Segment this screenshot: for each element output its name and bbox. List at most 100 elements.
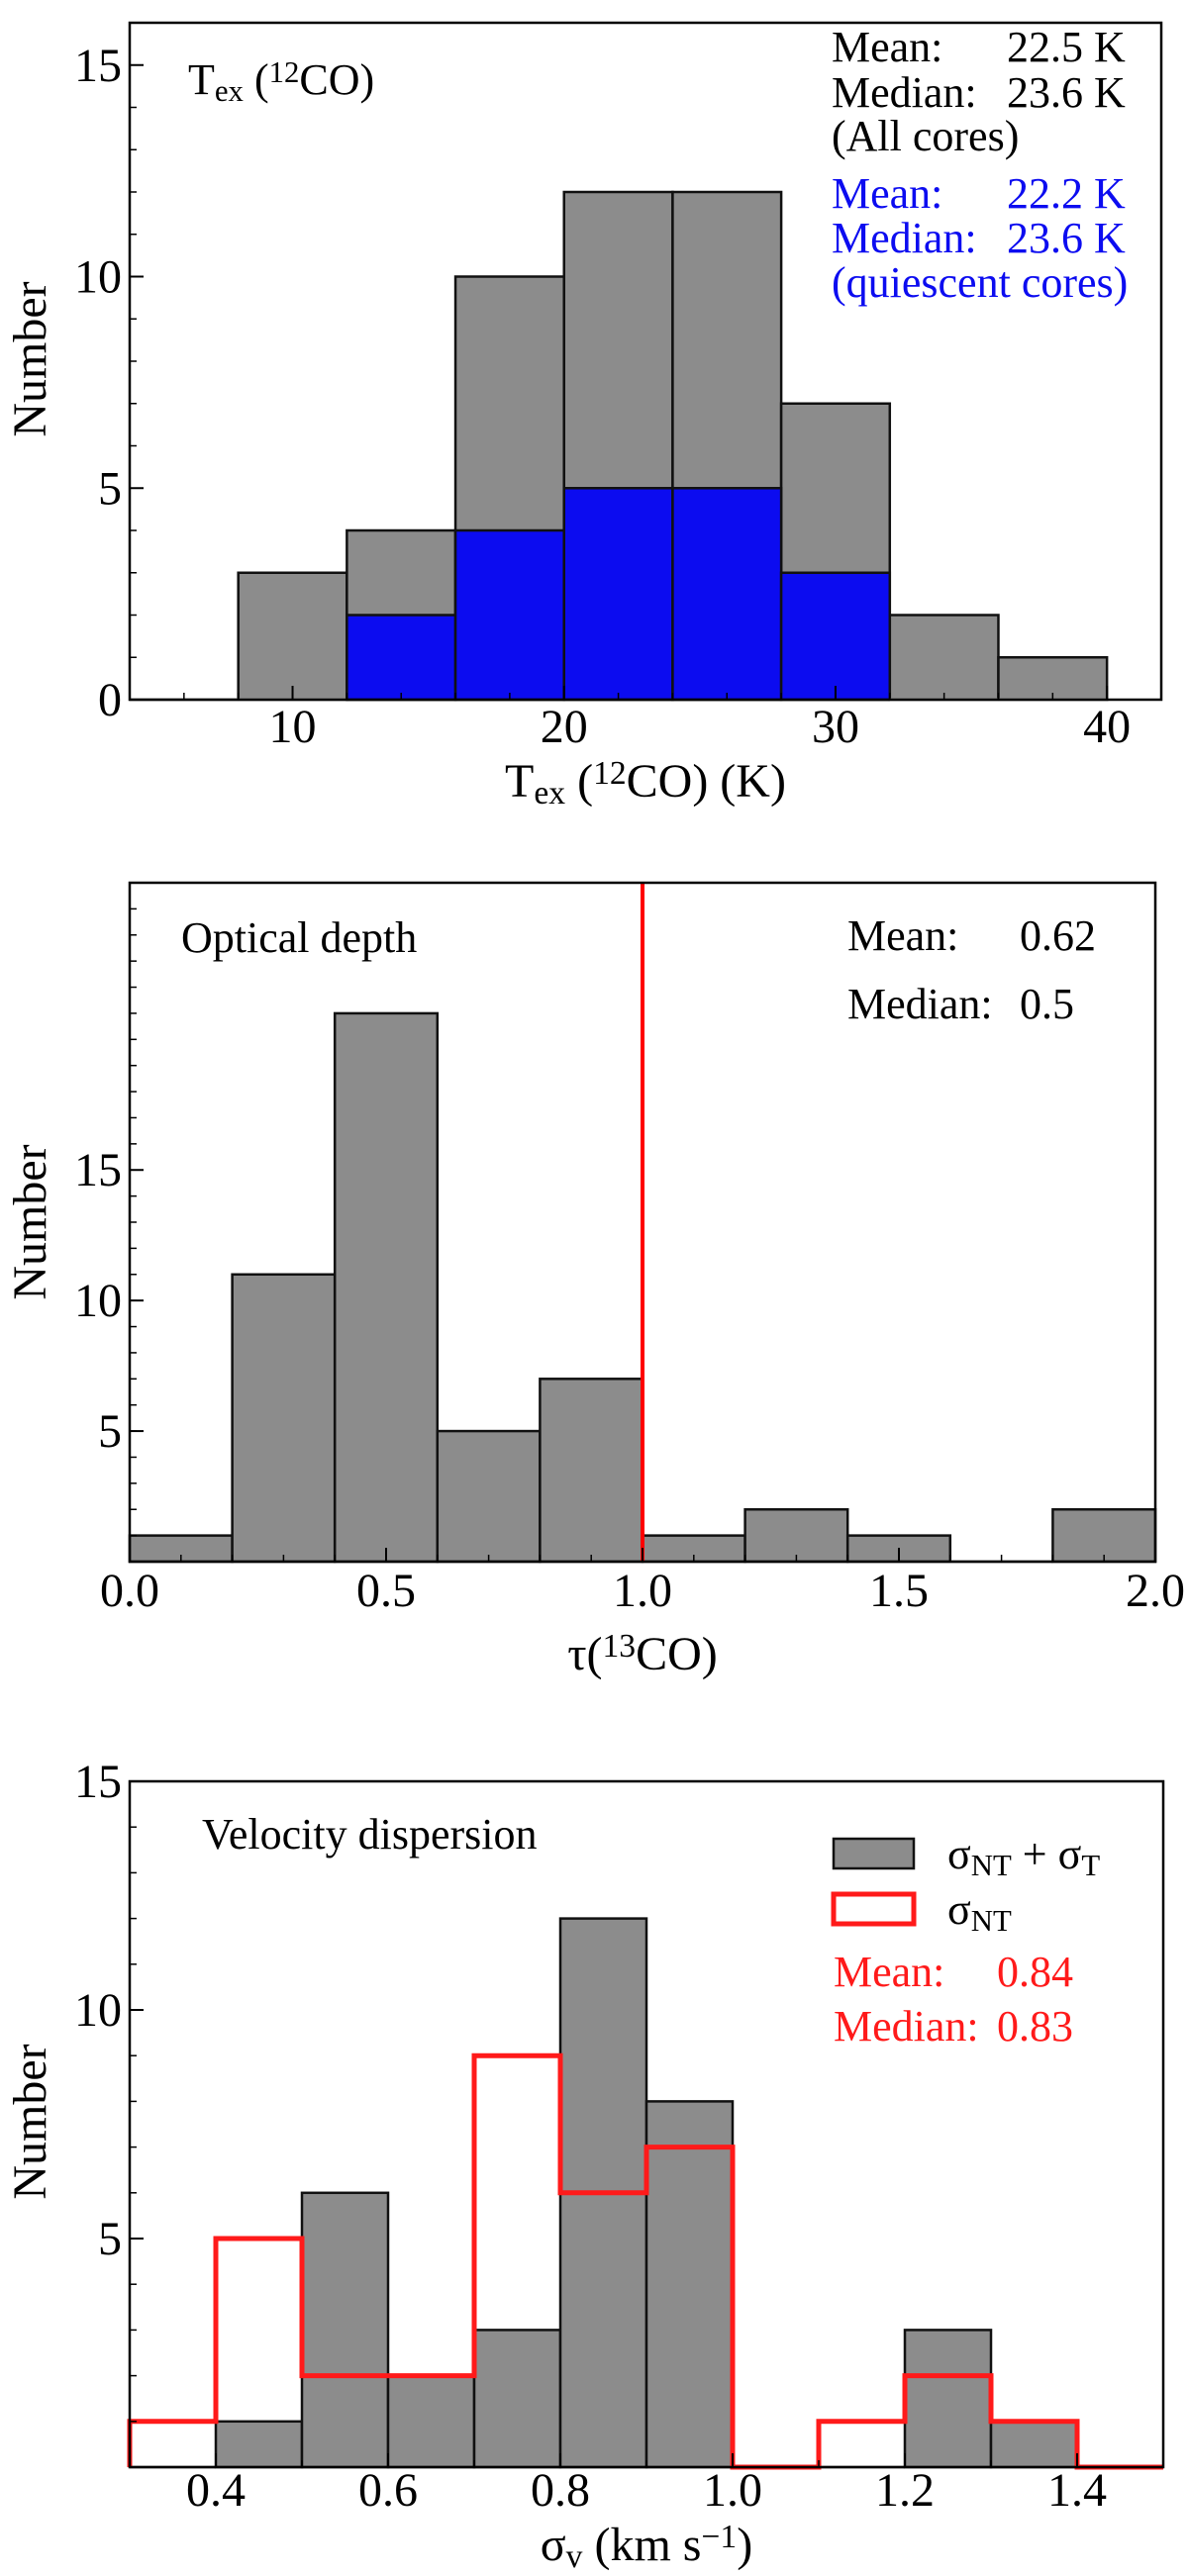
y-axis-label: Number: [4, 1144, 56, 1299]
stat-label: Mean:: [834, 1948, 944, 1996]
legend-label: σNT: [947, 1885, 1012, 1938]
text-segment: ): [737, 2519, 752, 2571]
y-tick-label: 15: [74, 1756, 122, 1808]
text-segment: T: [1081, 1849, 1100, 1882]
y-tick-label: 5: [98, 2213, 122, 2265]
x-axis-label: τ(13CO): [567, 1628, 718, 1680]
y-tick-label: 15: [74, 40, 122, 92]
stat-value: 22.2 K: [1007, 169, 1126, 218]
stat-value: 0.62: [1020, 911, 1096, 960]
y-axis-label: Number: [4, 2044, 56, 2199]
text-segment: (: [565, 755, 593, 808]
stat-value: 0.5: [1020, 980, 1074, 1028]
text-segment: CO): [636, 1628, 718, 1680]
legend-swatch-step: [831, 1891, 917, 1927]
text-segment: σ: [947, 1885, 971, 1934]
histogram-bar: [1051, 1507, 1157, 1564]
text-segment: CO) (K): [627, 755, 786, 808]
y-tick-label: 10: [74, 251, 122, 304]
x-tick-label: 30: [812, 701, 859, 753]
text-segment: + σ: [1012, 1830, 1082, 1878]
histogram-bar: [779, 571, 892, 702]
histogram-bar: [903, 2329, 993, 2469]
histogram-bar: [562, 487, 674, 702]
panel-annotation: Velocity dispersion: [202, 1810, 538, 1859]
text-segment: σ: [947, 1830, 971, 1878]
text-segment: −1: [701, 2519, 737, 2555]
stat-value: 0.83: [997, 2002, 1073, 2051]
x-tick-label: 0.4: [186, 2464, 246, 2517]
x-tick-label: 0.6: [358, 2464, 418, 2517]
histogram-bar: [997, 656, 1109, 702]
chart-panel-2: 0.0 0.5 1.0 1.5 2.0 5 10 15 τ(13CO) Number Optical…: [4, 881, 1185, 1680]
panel-annotation: Tex (12CO): [188, 55, 374, 108]
stat-label: Median:: [832, 68, 977, 117]
histogram-bar: [472, 2329, 562, 2469]
y-tick-label: 5: [98, 462, 122, 515]
y-tick-label: 5: [98, 1405, 122, 1458]
x-tick-label: 1.2: [875, 2464, 935, 2517]
text-segment: (: [244, 55, 269, 104]
x-tick-label: 1.4: [1047, 2464, 1107, 2517]
x-axis-label: Tex (12CO) (K): [505, 755, 786, 811]
legend-label: σNT + σT: [947, 1830, 1100, 1882]
x-tick-label: 0.0: [100, 1565, 159, 1617]
x-tick-label: 0.5: [356, 1565, 416, 1617]
histogram-bar: [743, 1507, 849, 1564]
x-tick-label: 10: [269, 701, 317, 753]
x-tick-label: 1.5: [869, 1565, 929, 1617]
stat-label: (All cores): [832, 112, 1019, 160]
text-segment: 12: [269, 55, 300, 89]
stat-label: Mean:: [847, 911, 958, 960]
histogram-bar: [231, 1273, 337, 1564]
text-segment: v: [566, 2538, 583, 2575]
y-axis-label: Number: [4, 281, 56, 436]
stat-label: Median:: [847, 980, 993, 1028]
x-tick-label: 1.0: [703, 2464, 762, 2517]
y-tick-label: 10: [74, 1275, 122, 1327]
histogram-bar: [644, 2100, 735, 2469]
text-segment: (: [587, 1628, 603, 1680]
text-segment: NT: [971, 1904, 1012, 1938]
histogram-bar: [453, 528, 565, 702]
x-tick-label: 20: [541, 701, 588, 753]
histogram-bar: [333, 1011, 440, 1564]
histogram-bar: [386, 2374, 476, 2469]
text-segment: τ: [567, 1628, 586, 1680]
text-segment: ex: [534, 775, 565, 811]
histogram-bar: [300, 2191, 390, 2469]
y-tick-label: 10: [74, 1984, 122, 2037]
y-tick-label: 0: [98, 674, 122, 726]
stat-label: Mean:: [832, 23, 942, 71]
x-tick-label: 40: [1083, 701, 1131, 753]
text-segment: ex: [215, 74, 245, 108]
x-tick-label: 1.0: [613, 1565, 672, 1617]
text-segment: Optical depth: [181, 913, 417, 962]
histogram-bar: [888, 614, 1000, 702]
stat-value: 0.84: [997, 1948, 1073, 1996]
text-segment: T: [505, 755, 534, 808]
step-line-series-2: [127, 2052, 1163, 2470]
stat-label: Mean:: [832, 169, 942, 218]
histogram-bar: [214, 2420, 304, 2469]
x-tick-label: 0.8: [531, 2464, 590, 2517]
histogram-bar: [989, 2420, 1079, 2469]
text-segment: CO): [299, 55, 374, 104]
text-segment: T: [188, 55, 215, 104]
stat-label: Median:: [832, 214, 977, 262]
stat-label: Median:: [834, 2002, 979, 2051]
x-tick-label: 2.0: [1126, 1565, 1185, 1617]
histogram-bar: [237, 571, 348, 702]
histogram-bar: [539, 1378, 644, 1564]
text-segment: 12: [593, 755, 627, 792]
stat-value: 22.5 K: [1007, 23, 1126, 71]
text-segment: Velocity dispersion: [202, 1810, 538, 1859]
y-tick-label: 15: [74, 1144, 122, 1196]
stat-value: 23.6 K: [1007, 68, 1126, 117]
panel-annotation: Optical depth: [181, 913, 417, 962]
text-segment: σ: [541, 2519, 566, 2571]
text-segment: (km s: [582, 2519, 701, 2571]
text-segment: NT: [971, 1849, 1012, 1882]
